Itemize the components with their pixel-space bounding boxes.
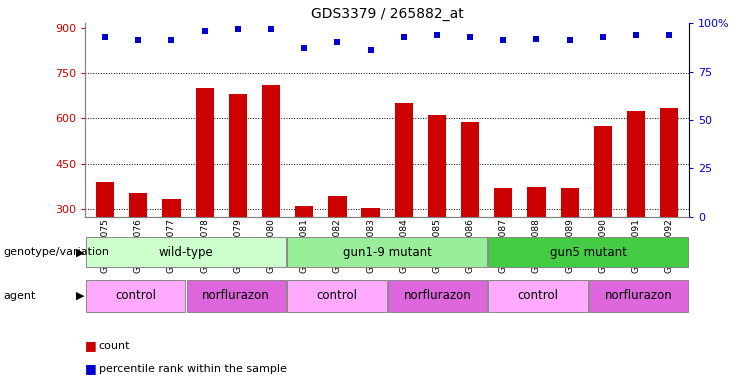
Text: agent: agent (4, 291, 36, 301)
Bar (627, 111, 645, 300)
Text: control: control (316, 289, 357, 302)
Point (464, 33, 476, 40)
Bar (295, 206, 313, 300)
Point (133, 37, 144, 43)
Bar (187, 280, 286, 311)
Bar (461, 121, 479, 300)
Bar (96, 182, 114, 300)
Point (99, 33, 111, 40)
Point (564, 37, 576, 43)
Bar (488, 237, 688, 268)
Text: wild-type: wild-type (159, 246, 213, 259)
Text: gun1-9 mutant: gun1-9 mutant (343, 246, 431, 259)
Text: norflurazon: norflurazon (605, 289, 673, 302)
Bar (288, 280, 387, 311)
Text: ▶: ▶ (76, 291, 84, 301)
Bar (328, 196, 347, 300)
Bar (594, 126, 612, 300)
Point (398, 33, 410, 40)
Bar (488, 280, 588, 311)
Text: control: control (518, 289, 559, 302)
Bar (86, 280, 185, 311)
Text: ■: ■ (85, 362, 97, 375)
Text: ■: ■ (85, 339, 97, 352)
Bar (395, 103, 413, 300)
Point (365, 47, 376, 53)
Point (531, 35, 542, 41)
Bar (589, 280, 688, 311)
Point (165, 37, 177, 43)
Point (232, 26, 244, 32)
Bar (262, 85, 280, 300)
Bar (229, 94, 247, 300)
Bar (560, 188, 579, 300)
Point (630, 31, 642, 38)
Point (497, 37, 509, 43)
Bar (362, 208, 379, 300)
Text: gun5 mutant: gun5 mutant (550, 246, 627, 259)
Text: count: count (99, 341, 130, 351)
Point (663, 31, 675, 38)
Point (265, 26, 277, 32)
Point (431, 31, 443, 38)
Bar (660, 108, 678, 300)
Point (199, 28, 210, 34)
Text: norflurazon: norflurazon (404, 289, 471, 302)
Point (299, 45, 310, 51)
Bar (288, 237, 487, 268)
Bar (428, 116, 446, 300)
Bar (388, 280, 487, 311)
Point (331, 40, 343, 46)
Title: GDS3379 / 265882_at: GDS3379 / 265882_at (310, 7, 464, 21)
Text: genotype/variation: genotype/variation (4, 247, 110, 258)
Text: ▶: ▶ (76, 247, 84, 258)
Bar (86, 237, 286, 268)
Text: percentile rank within the sample: percentile rank within the sample (99, 364, 287, 374)
Bar (162, 199, 181, 300)
Point (597, 33, 609, 40)
Text: norflurazon: norflurazon (202, 289, 270, 302)
Bar (129, 193, 147, 300)
Text: control: control (115, 289, 156, 302)
Bar (494, 188, 513, 300)
Bar (528, 187, 545, 300)
Bar (196, 88, 214, 300)
